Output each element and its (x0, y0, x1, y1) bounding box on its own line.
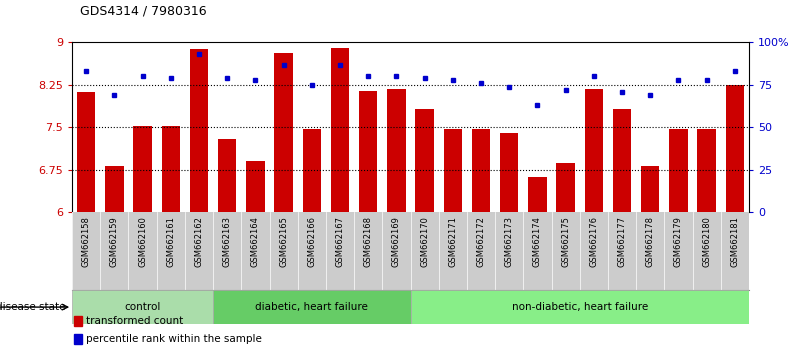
FancyBboxPatch shape (411, 290, 749, 324)
Bar (275, 53, 293, 212)
Text: GSM662168: GSM662168 (364, 216, 372, 267)
Text: GSM662166: GSM662166 (308, 216, 316, 267)
Bar (303, 129, 321, 212)
Text: GSM662160: GSM662160 (138, 216, 147, 267)
Bar (387, 89, 405, 212)
Text: GSM662165: GSM662165 (279, 216, 288, 267)
Text: GSM662169: GSM662169 (392, 216, 401, 267)
Bar (557, 162, 575, 212)
Text: GDS4314 / 7980316: GDS4314 / 7980316 (80, 5, 207, 18)
Text: GSM662177: GSM662177 (618, 216, 626, 267)
Bar (726, 85, 744, 212)
Text: GSM662173: GSM662173 (505, 216, 513, 267)
Text: diabetic, heart failure: diabetic, heart failure (256, 302, 368, 312)
Bar (528, 177, 546, 212)
Bar (105, 166, 123, 212)
Bar (74, 334, 83, 344)
Bar (641, 166, 659, 212)
Bar (416, 109, 434, 212)
Bar (190, 49, 208, 212)
Text: transformed count: transformed count (87, 316, 183, 326)
Bar (444, 129, 462, 212)
Bar (134, 126, 151, 212)
Bar (670, 129, 687, 212)
Text: GSM662178: GSM662178 (646, 216, 654, 267)
Text: GSM662164: GSM662164 (251, 216, 260, 267)
Text: GSM662170: GSM662170 (420, 216, 429, 267)
Text: GSM662180: GSM662180 (702, 216, 711, 267)
Text: percentile rank within the sample: percentile rank within the sample (87, 334, 262, 344)
Bar (246, 161, 264, 212)
Text: GSM662172: GSM662172 (477, 216, 485, 267)
Text: control: control (124, 302, 161, 312)
Text: GSM662181: GSM662181 (731, 216, 739, 267)
Text: GSM662176: GSM662176 (590, 216, 598, 267)
Bar (698, 129, 716, 212)
Bar (74, 316, 83, 326)
Text: GSM662171: GSM662171 (449, 216, 457, 267)
FancyBboxPatch shape (72, 290, 213, 324)
Bar (331, 47, 349, 212)
Bar (359, 91, 377, 212)
Text: GSM662174: GSM662174 (533, 216, 542, 267)
Bar (585, 89, 603, 212)
Text: GSM662159: GSM662159 (110, 216, 119, 267)
Text: GSM662167: GSM662167 (336, 216, 344, 267)
Text: GSM662163: GSM662163 (223, 216, 231, 267)
Bar (500, 133, 518, 212)
Text: GSM662179: GSM662179 (674, 216, 683, 267)
Text: GSM662162: GSM662162 (195, 216, 203, 267)
Text: GSM662161: GSM662161 (167, 216, 175, 267)
FancyBboxPatch shape (213, 290, 411, 324)
Bar (613, 109, 631, 212)
Text: GSM662175: GSM662175 (562, 216, 570, 267)
Bar (218, 139, 236, 212)
Bar (162, 126, 180, 212)
Text: GSM662158: GSM662158 (82, 216, 91, 267)
Text: disease state: disease state (0, 302, 66, 312)
Text: non-diabetic, heart failure: non-diabetic, heart failure (512, 302, 648, 312)
Bar (472, 129, 490, 212)
Bar (77, 92, 95, 212)
